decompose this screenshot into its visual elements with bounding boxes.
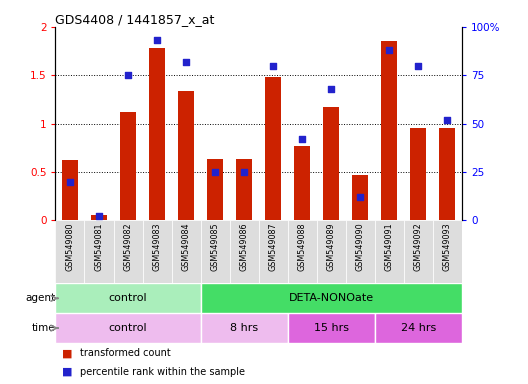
Bar: [288, 313, 375, 343]
Bar: [323, 107, 340, 220]
Text: GSM549083: GSM549083: [153, 222, 162, 271]
Bar: [55, 283, 201, 313]
Text: GSM549089: GSM549089: [327, 222, 336, 271]
Text: GSM549082: GSM549082: [124, 222, 133, 271]
Bar: [236, 159, 252, 220]
Bar: [352, 175, 369, 220]
Point: [211, 169, 220, 175]
Bar: [288, 220, 317, 283]
Bar: [201, 283, 462, 313]
Text: 8 hrs: 8 hrs: [230, 323, 258, 333]
Bar: [317, 220, 346, 283]
Text: GSM549081: GSM549081: [95, 222, 103, 271]
Bar: [91, 215, 107, 220]
Point: [240, 169, 248, 175]
Bar: [375, 313, 462, 343]
Point: [153, 37, 162, 43]
Text: time: time: [32, 323, 55, 333]
Bar: [294, 146, 310, 220]
Point: [414, 63, 422, 69]
Point: [385, 47, 393, 53]
Bar: [149, 48, 165, 220]
Bar: [410, 128, 427, 220]
Text: GSM549090: GSM549090: [356, 222, 365, 271]
Text: agent: agent: [25, 293, 55, 303]
Text: DETA-NONOate: DETA-NONOate: [289, 293, 374, 303]
Point: [443, 117, 451, 123]
Bar: [207, 159, 223, 220]
Point: [95, 214, 103, 220]
Text: GSM549080: GSM549080: [65, 222, 74, 271]
Bar: [55, 220, 84, 283]
Point: [298, 136, 306, 142]
Point: [327, 86, 336, 92]
Bar: [201, 220, 230, 283]
Bar: [201, 313, 288, 343]
Text: GSM549086: GSM549086: [240, 222, 249, 271]
Bar: [433, 220, 462, 283]
Bar: [172, 220, 201, 283]
Bar: [439, 128, 456, 220]
Bar: [120, 112, 136, 220]
Bar: [55, 313, 201, 343]
Text: 15 hrs: 15 hrs: [314, 323, 349, 333]
Text: GSM549091: GSM549091: [385, 222, 394, 271]
Text: transformed count: transformed count: [80, 348, 171, 358]
Bar: [62, 160, 78, 220]
Bar: [381, 41, 398, 220]
Bar: [178, 91, 194, 220]
Bar: [346, 220, 375, 283]
Text: 24 hrs: 24 hrs: [401, 323, 436, 333]
Point: [182, 59, 191, 65]
Bar: [230, 220, 259, 283]
Point: [269, 63, 278, 69]
Bar: [259, 220, 288, 283]
Bar: [143, 220, 172, 283]
Bar: [114, 220, 143, 283]
Text: GSM549087: GSM549087: [269, 222, 278, 271]
Text: GSM549093: GSM549093: [443, 222, 452, 271]
Point: [124, 72, 132, 78]
Point: [65, 179, 74, 185]
Text: GSM549092: GSM549092: [414, 222, 423, 271]
Bar: [375, 220, 404, 283]
Text: control: control: [109, 293, 147, 303]
Text: GSM549088: GSM549088: [298, 222, 307, 271]
Text: GSM549084: GSM549084: [182, 222, 191, 271]
Bar: [84, 220, 114, 283]
Bar: [404, 220, 433, 283]
Point: [356, 194, 364, 200]
Text: control: control: [109, 323, 147, 333]
Text: GDS4408 / 1441857_x_at: GDS4408 / 1441857_x_at: [55, 13, 215, 26]
Text: ■: ■: [62, 367, 73, 377]
Text: ■: ■: [62, 348, 73, 358]
Bar: [265, 77, 281, 220]
Text: percentile rank within the sample: percentile rank within the sample: [80, 367, 245, 377]
Text: GSM549085: GSM549085: [211, 222, 220, 271]
